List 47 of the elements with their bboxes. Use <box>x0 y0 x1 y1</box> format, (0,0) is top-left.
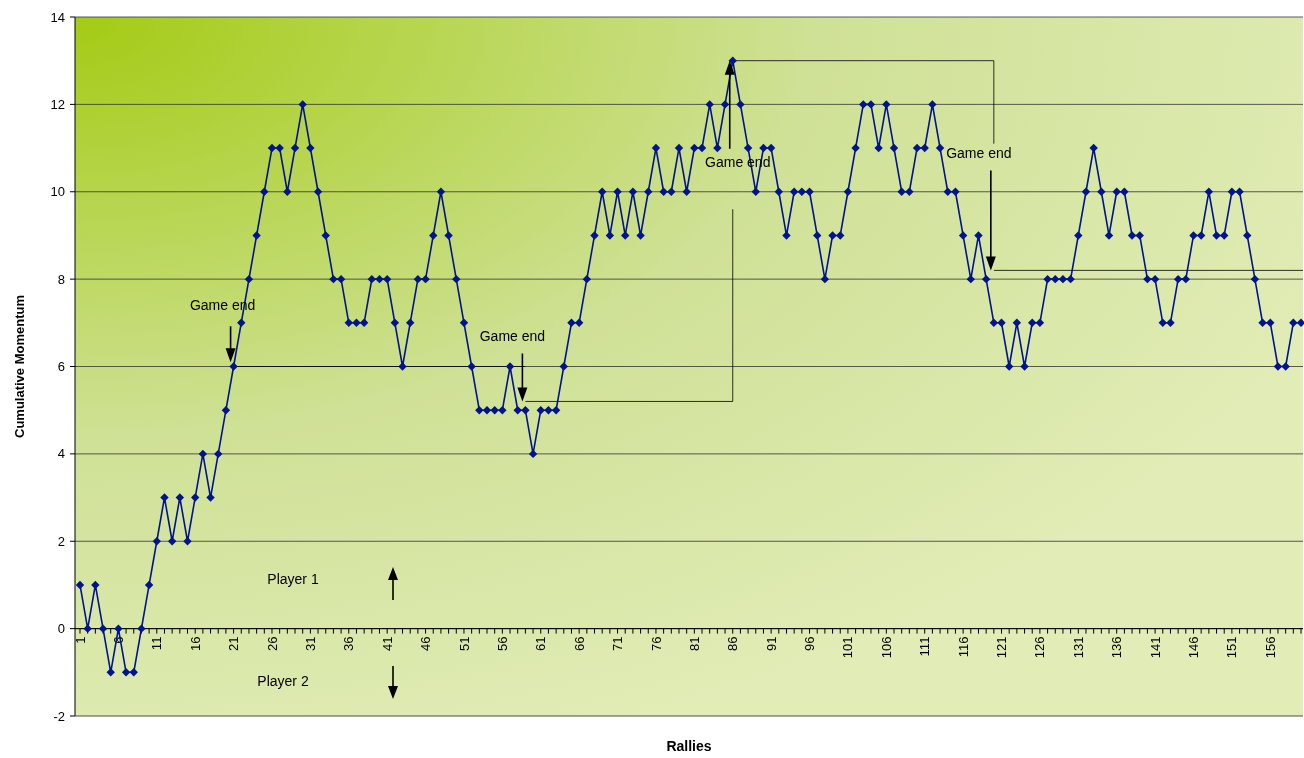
y-axis-title: Cumulative Momentum <box>12 294 27 439</box>
x-tick-label: 141 <box>1147 636 1163 659</box>
x-tick-label: 11 <box>149 636 165 651</box>
x-tick-label: 86 <box>725 636 741 652</box>
x-tick-label: 76 <box>648 636 664 652</box>
y-tick-label: 14 <box>50 9 65 25</box>
annotation: Player 1 <box>267 571 319 587</box>
x-tick-label: 41 <box>379 636 395 652</box>
x-tick-label: 151 <box>1224 636 1240 659</box>
x-tick-label: 36 <box>341 636 357 652</box>
x-tick-label: 101 <box>840 636 856 659</box>
x-tick-label: 71 <box>610 636 626 652</box>
annotation: Player 2 <box>257 673 309 689</box>
x-tick-label: 126 <box>1032 636 1048 659</box>
x-tick-label: 136 <box>1109 636 1125 659</box>
x-tick-label: 96 <box>802 636 818 652</box>
x-tick-label: 156 <box>1262 636 1278 659</box>
x-tick-label: 16 <box>187 636 203 652</box>
x-tick-label: 6 <box>110 636 126 644</box>
x-tick-label: 146 <box>1186 636 1202 659</box>
x-tick-label: 46 <box>418 636 434 652</box>
x-tick-label: 21 <box>226 636 242 652</box>
y-tick-label: 10 <box>50 184 65 200</box>
x-tick-label: 61 <box>533 636 549 652</box>
annotation: Game end <box>946 145 1012 162</box>
y-tick-label: -2 <box>53 708 65 724</box>
y-tick-label: 2 <box>57 533 65 549</box>
y-tick-label: 4 <box>57 446 65 462</box>
x-tick-label: 51 <box>456 636 472 652</box>
x-axis-title: Rallies <box>666 738 712 754</box>
x-tick-label: 31 <box>302 636 318 652</box>
x-tick-label: 111 <box>917 636 933 657</box>
y-tick-label: 12 <box>50 96 65 112</box>
x-tick-label: 116 <box>955 636 971 658</box>
x-tick-label: 106 <box>878 636 894 659</box>
x-tick-label: 26 <box>264 636 280 652</box>
y-tick-label: 8 <box>57 271 65 287</box>
x-tick-label: 1 <box>72 636 88 644</box>
x-tick-label: 81 <box>686 636 702 652</box>
x-tick-label: 131 <box>1070 636 1086 659</box>
x-tick-label: 56 <box>494 636 510 652</box>
annotation: Game end <box>479 328 546 345</box>
x-tick-label: 66 <box>571 636 587 652</box>
x-tick-label: 91 <box>763 636 779 652</box>
y-tick-label: 6 <box>57 359 65 375</box>
y-tick-label: 0 <box>57 621 65 637</box>
x-tick-label: 121 <box>994 636 1010 659</box>
